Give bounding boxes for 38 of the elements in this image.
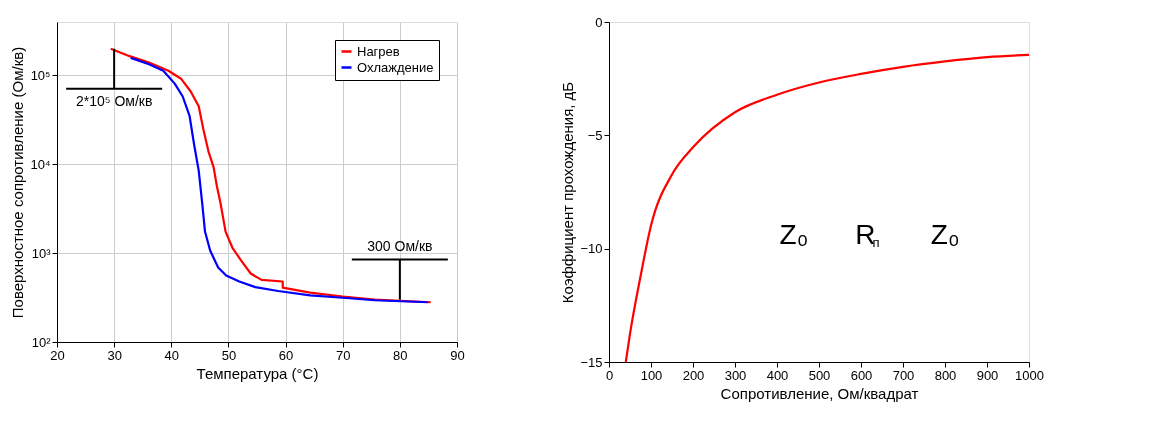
y-tick-label: 10⁵	[30, 67, 51, 83]
x-tick-label: 20	[50, 347, 65, 363]
x-tick-label: 70	[335, 347, 351, 363]
x-tick-label: 100	[640, 367, 663, 383]
x-tick-label: 1000	[1015, 367, 1044, 383]
x-tick-label: 60	[278, 347, 294, 363]
y-tick-label: −10	[580, 241, 603, 257]
x-tick-label: 200	[682, 367, 705, 383]
y-tick-label: 10⁴	[30, 156, 51, 172]
line-series	[624, 53, 1029, 362]
x-tick-label: 90	[450, 347, 465, 363]
x-tick-label: 800	[934, 367, 957, 383]
annotation: 300 Ом/кв	[367, 237, 433, 254]
x-tick-label: 600	[850, 367, 873, 383]
legend-label: Охлаждение	[357, 59, 434, 75]
y-axis-title: Коэффициент прохождения, дБ	[559, 81, 577, 304]
x-axis-title: Сопротивление, Ом/квадрат	[720, 384, 919, 402]
y-tick-label: 0	[595, 14, 603, 30]
x-tick-label: 0	[605, 367, 614, 383]
legend-label: Нагрев	[357, 43, 400, 59]
x-tick-label: 700	[892, 367, 915, 383]
x-tick-label: 50	[221, 347, 237, 363]
annotation: Z₀	[779, 219, 809, 251]
x-tick-label: 900	[976, 367, 999, 383]
annotation: 2*10⁵ Ом/кв	[75, 92, 153, 109]
x-tick-label: 80	[393, 347, 408, 363]
x-tick-label: 300	[724, 367, 747, 383]
y-tick-label: 10³	[31, 245, 52, 261]
y-tick-label: −15	[580, 354, 603, 370]
x-tick-label: 40	[164, 347, 180, 363]
x-tick-label: 500	[808, 367, 831, 383]
x-axis-title: Температура (°C)	[196, 364, 319, 382]
y-axis-title: Поверхностное сопротивление (Ом/кв)	[9, 46, 27, 319]
y-tick-label: 10²	[31, 334, 52, 350]
x-tick-label: 400	[766, 367, 789, 383]
annotation: Z₀	[930, 219, 960, 251]
y-tick-label: −5	[587, 127, 603, 143]
x-tick-label: 30	[107, 347, 122, 363]
